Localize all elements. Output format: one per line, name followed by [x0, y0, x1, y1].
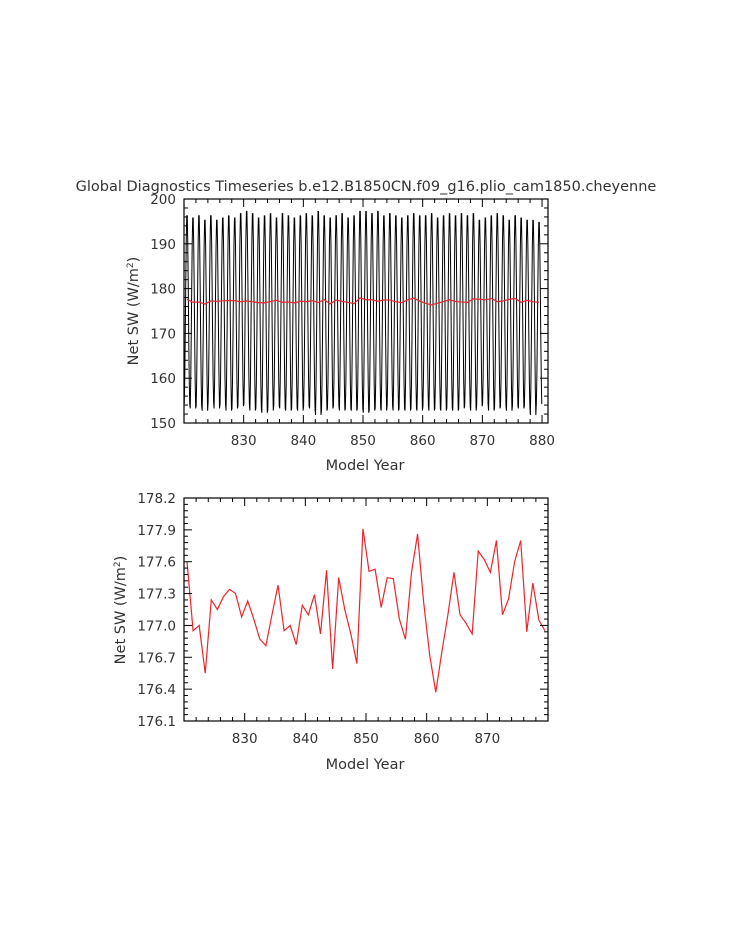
- top-panel: 150 160 170 180 190 200 830 840 850 860 870 880 Mod…: [126, 192, 555, 474]
- top-series-annual-line: [186, 297, 540, 306]
- top-x-tick-label: 870: [469, 433, 495, 449]
- top-y-tick-label: 160: [150, 371, 176, 387]
- top-x-tick-label: 880: [529, 433, 555, 449]
- bottom-x-tick-label: 830: [232, 731, 258, 747]
- bottom-panel: 176.1 176.4 176.7 177.0 177.3 177.6 177.9 178.2…: [113, 491, 549, 773]
- top-x-tick-label: 830: [231, 433, 257, 449]
- top-x-tick-label: 840: [290, 433, 316, 449]
- top-x-axis-label: Model Year: [326, 458, 405, 474]
- bottom-x-tick-label: 870: [474, 731, 500, 747]
- bottom-x-tick-label: 840: [292, 731, 318, 747]
- bottom-x-tick-label: 860: [414, 731, 440, 747]
- bottom-y-tick-label: 176.7: [137, 650, 176, 666]
- top-y-tick-label: 150: [150, 416, 176, 432]
- bottom-x-axis-label: Model Year: [326, 757, 405, 773]
- bottom-y-tick-label: 178.2: [137, 491, 176, 507]
- bottom-y-tick-label: 177.6: [137, 555, 176, 571]
- top-y-tick-label: 200: [150, 192, 176, 208]
- chart-title: Global Diagnostics Timeseries b.e12.B185…: [76, 179, 657, 195]
- top-y-axis-label: Net SW (W/m2): [126, 257, 142, 366]
- bottom-y-tick-label: 177.0: [137, 618, 176, 634]
- top-series-monthly-line: [183, 210, 543, 416]
- bottom-y-tick-label: 176.1: [137, 714, 176, 730]
- bottom-x-tick-label: 850: [353, 731, 379, 747]
- bottom-y-tick-label: 177.3: [137, 587, 176, 603]
- top-plot-frame: [183, 198, 549, 424]
- bottom-series-annual-line: [186, 528, 546, 693]
- top-axes: 150 160 170 180 190 200 830 840 850 860 870 880: [150, 192, 555, 449]
- bottom-y-tick-label: 177.9: [137, 523, 176, 539]
- top-data-layer: [183, 210, 543, 416]
- top-x-tick-label: 860: [410, 433, 436, 449]
- top-y-tick-label: 190: [150, 237, 176, 253]
- bottom-data-layer: [186, 528, 546, 693]
- top-x-tick-label: 850: [350, 433, 376, 449]
- bottom-y-tick-label: 176.4: [137, 682, 176, 698]
- top-y-tick-label: 180: [150, 282, 176, 298]
- bottom-y-axis-label: Net SW (W/m2): [113, 556, 129, 665]
- bottom-axes: 176.1 176.4 176.7 177.0 177.3 177.6 177.9 178.2…: [137, 491, 549, 747]
- top-y-tick-label: 170: [150, 326, 176, 342]
